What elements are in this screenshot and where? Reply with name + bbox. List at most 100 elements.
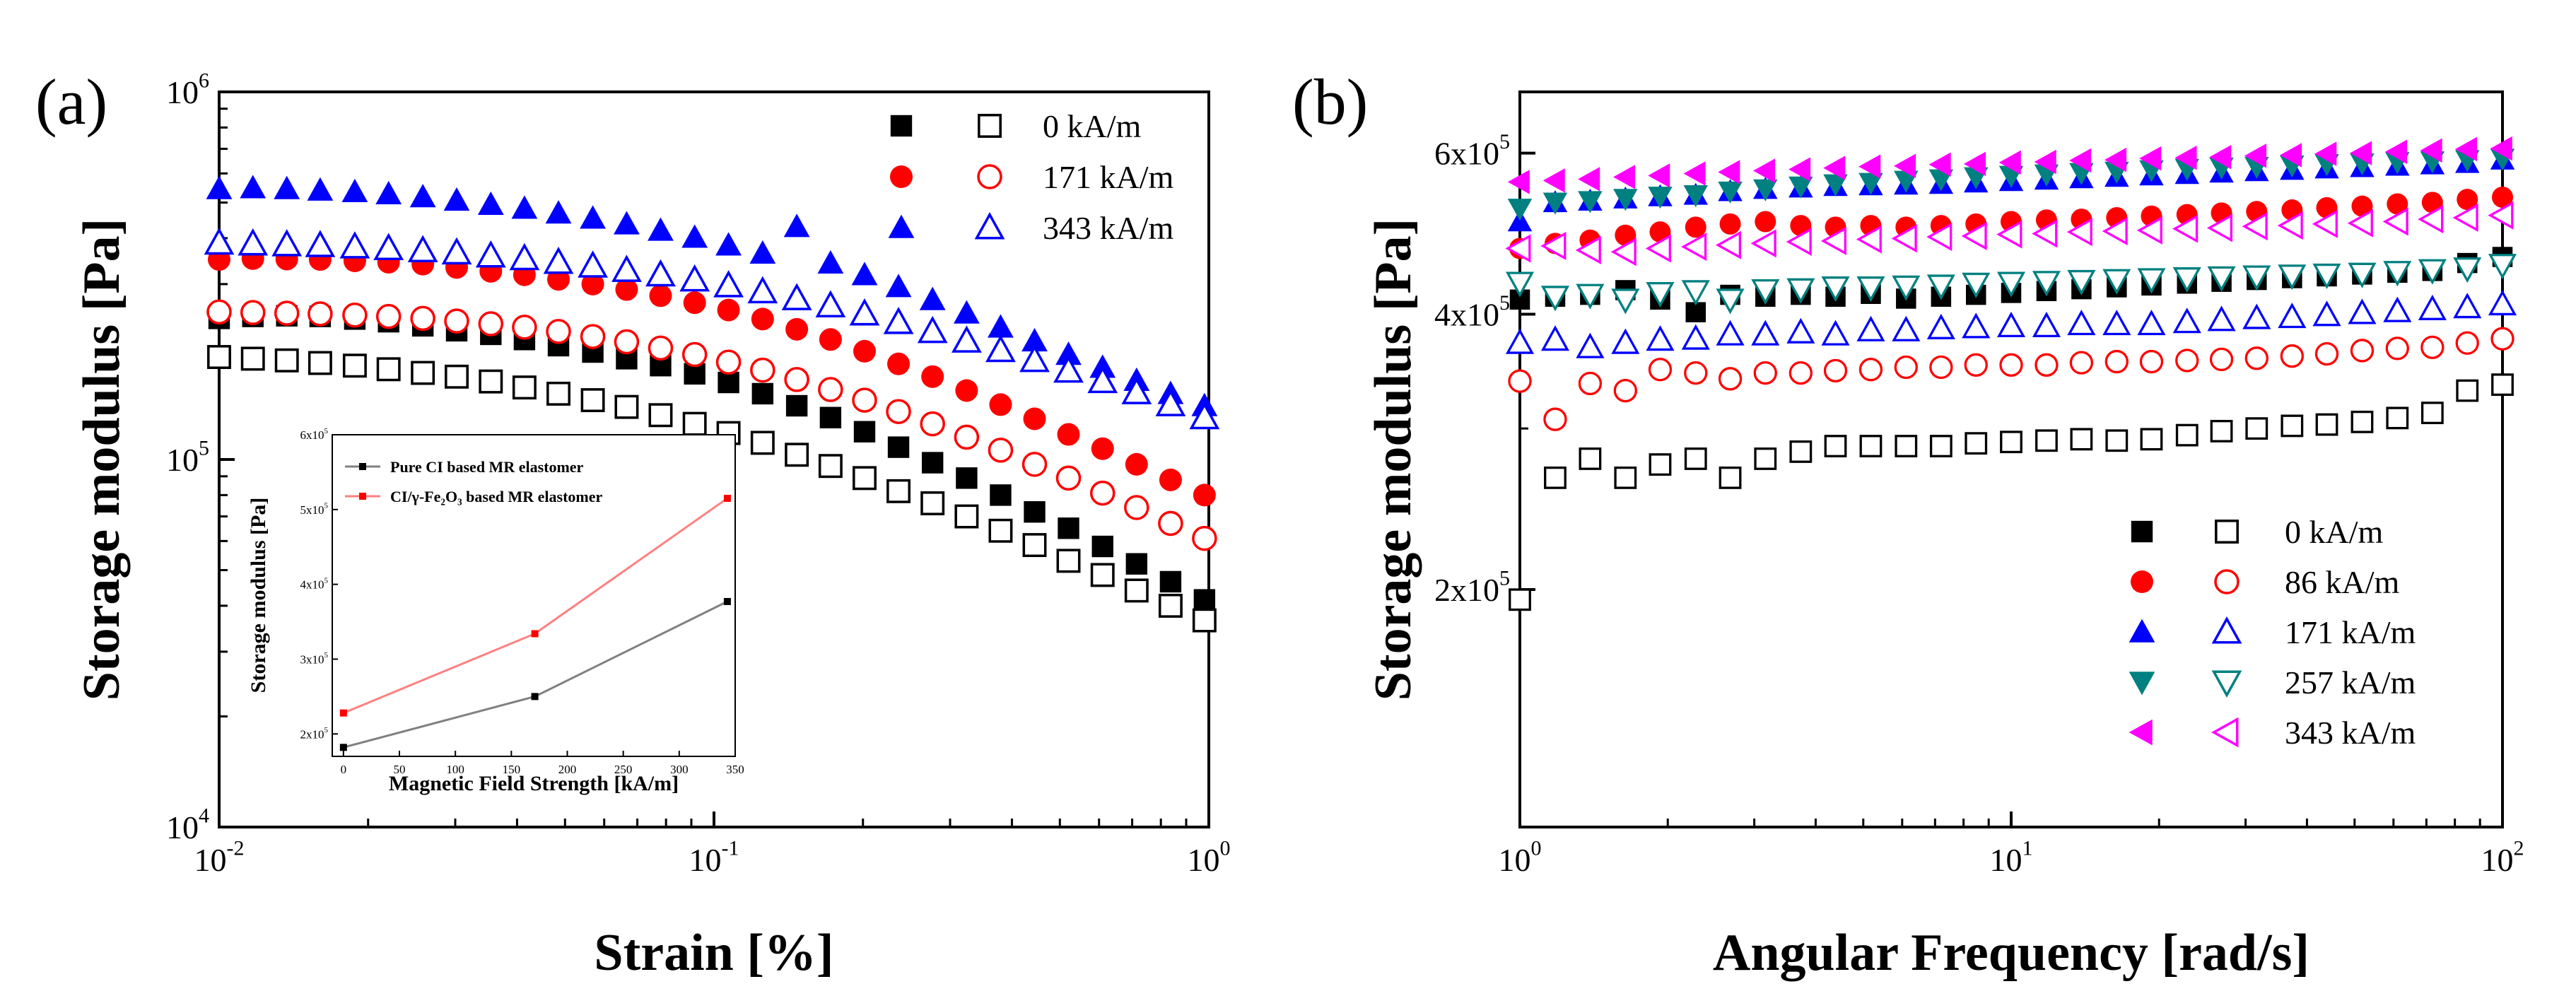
panel-a-point [1125,452,1148,476]
panel-a-point [648,335,674,361]
panel-a-point [783,213,810,238]
panel-b-point [1786,317,1815,344]
panel-a-point [1189,402,1220,430]
panel-b-point [1718,181,1743,204]
panel-a-point [683,291,706,315]
panel-b-legend-label: 171 kA/m [2285,614,2416,650]
panel-b-data-points [1505,136,2517,611]
panel-b-point [1786,227,1812,257]
panel-a-point [512,375,537,400]
panel-a-point [341,178,368,202]
panel-a-point [784,367,809,392]
panel-b-point [1750,229,1776,258]
panel-b-point [2069,351,2094,375]
panel-b-point [2066,218,2092,247]
panel-a-point [206,175,233,199]
panel-b-point [2104,147,2127,172]
panel-a-point [1091,535,1113,558]
panel-b-point [1649,453,1672,476]
panel-a-y-axis-title: Storage modulus [Pa] [73,218,131,701]
panel-b-point [1611,328,1640,354]
panel-a-point [990,484,1012,506]
panel-a-point [921,365,944,388]
panel-a-point [919,286,946,310]
panel-b-point [1856,315,1885,341]
panel-a-point [339,231,370,259]
inset-data-point [339,744,347,751]
panel-b-point [1856,276,1885,303]
panel-a-point [1193,589,1216,611]
inset-y-tick-label: 6x105 [300,427,329,442]
panel-b-point [2137,310,2166,336]
panel-a-x-tick-label: 10-2 [194,837,245,879]
panel-b-point [1684,447,1707,470]
panel-b-x-axis-title: Angular Frequency [rad/s] [1713,924,2309,982]
panel-a-y-tick-label: 104 [166,804,209,846]
panel-a-point [717,298,740,322]
panel-b-point [2347,209,2373,238]
inset-x-tick-label: 300 [670,763,689,776]
panel-b-point [1788,361,1813,385]
panel-a-legend: 0 kA/m 171 kA/m 343 kA/m [888,108,1174,246]
panel-b-point [2420,138,2442,163]
panel-b-point [1858,154,1881,179]
panel-a-point [546,381,570,406]
panel-b-point [2172,307,2201,334]
panel-b-point [2421,192,2443,213]
panel-a-point [954,504,979,529]
panel-a-point [985,334,1016,363]
panel-a-y-tick-label: 105 [166,437,209,479]
panel-b-point [2280,143,2302,168]
panel-a-point [207,345,231,370]
panel-b-point [2207,266,2236,292]
panel-b-point [1894,170,1919,193]
panel-a-point [578,250,608,278]
panel-a-point [1159,570,1182,593]
panel-b-point [2281,414,2304,438]
panel-b-point [2315,413,2338,436]
panel-b-point [1715,230,1742,259]
panel-b-point [2383,261,2412,287]
panel-b-point [1751,320,1780,346]
panel-a-point [410,305,435,332]
inset-x-tick-label: 50 [394,763,406,776]
panel-a-point [920,491,945,515]
panel-b-legend-label: 257 kA/m [2285,664,2416,701]
inset-y-axis-title: Storage modulus [Pa] [247,498,270,693]
panel-a-point [543,246,574,274]
panel-b-point [2348,262,2377,288]
panel-a-point [645,259,676,287]
panel-a-point [305,230,336,257]
panel-b-point [1823,358,1848,383]
panel-b-point [2242,212,2268,241]
panel-a-point [615,278,638,301]
panel-b-point [1681,280,1710,306]
panel-b-point [1999,353,2023,377]
panel-b-point [1543,407,1567,431]
panel-a-point [204,227,235,255]
panel-a-point [750,430,775,455]
panel-b-legend-marker-open [2215,520,2239,544]
inset-data-point [723,597,731,605]
panel-a-point [511,195,538,219]
panel-a-point [852,387,877,413]
panel-b-point [1540,286,1570,312]
panel-a-point [713,270,744,298]
panel-a-point [1021,328,1048,352]
panel-b-point [1858,358,1883,382]
panel-a-point [1121,377,1152,404]
panel-a-point [580,388,605,413]
panel-b-point [2314,141,2337,166]
panel-b-point [1648,163,1670,188]
panel-a-point [749,240,776,264]
panel-a-point [681,341,708,368]
panel-a-point [307,177,334,201]
panel-a-point [921,452,944,474]
panel-b-legend-marker-open [2211,616,2242,644]
inset-plot-frame [332,434,736,757]
panel-a-point [1055,465,1082,491]
panel-a-point [751,382,774,405]
panel-b-legend-marker-filled [2129,672,2155,696]
panel-b-point [1719,466,1742,489]
panel-b-point [2242,303,2271,329]
